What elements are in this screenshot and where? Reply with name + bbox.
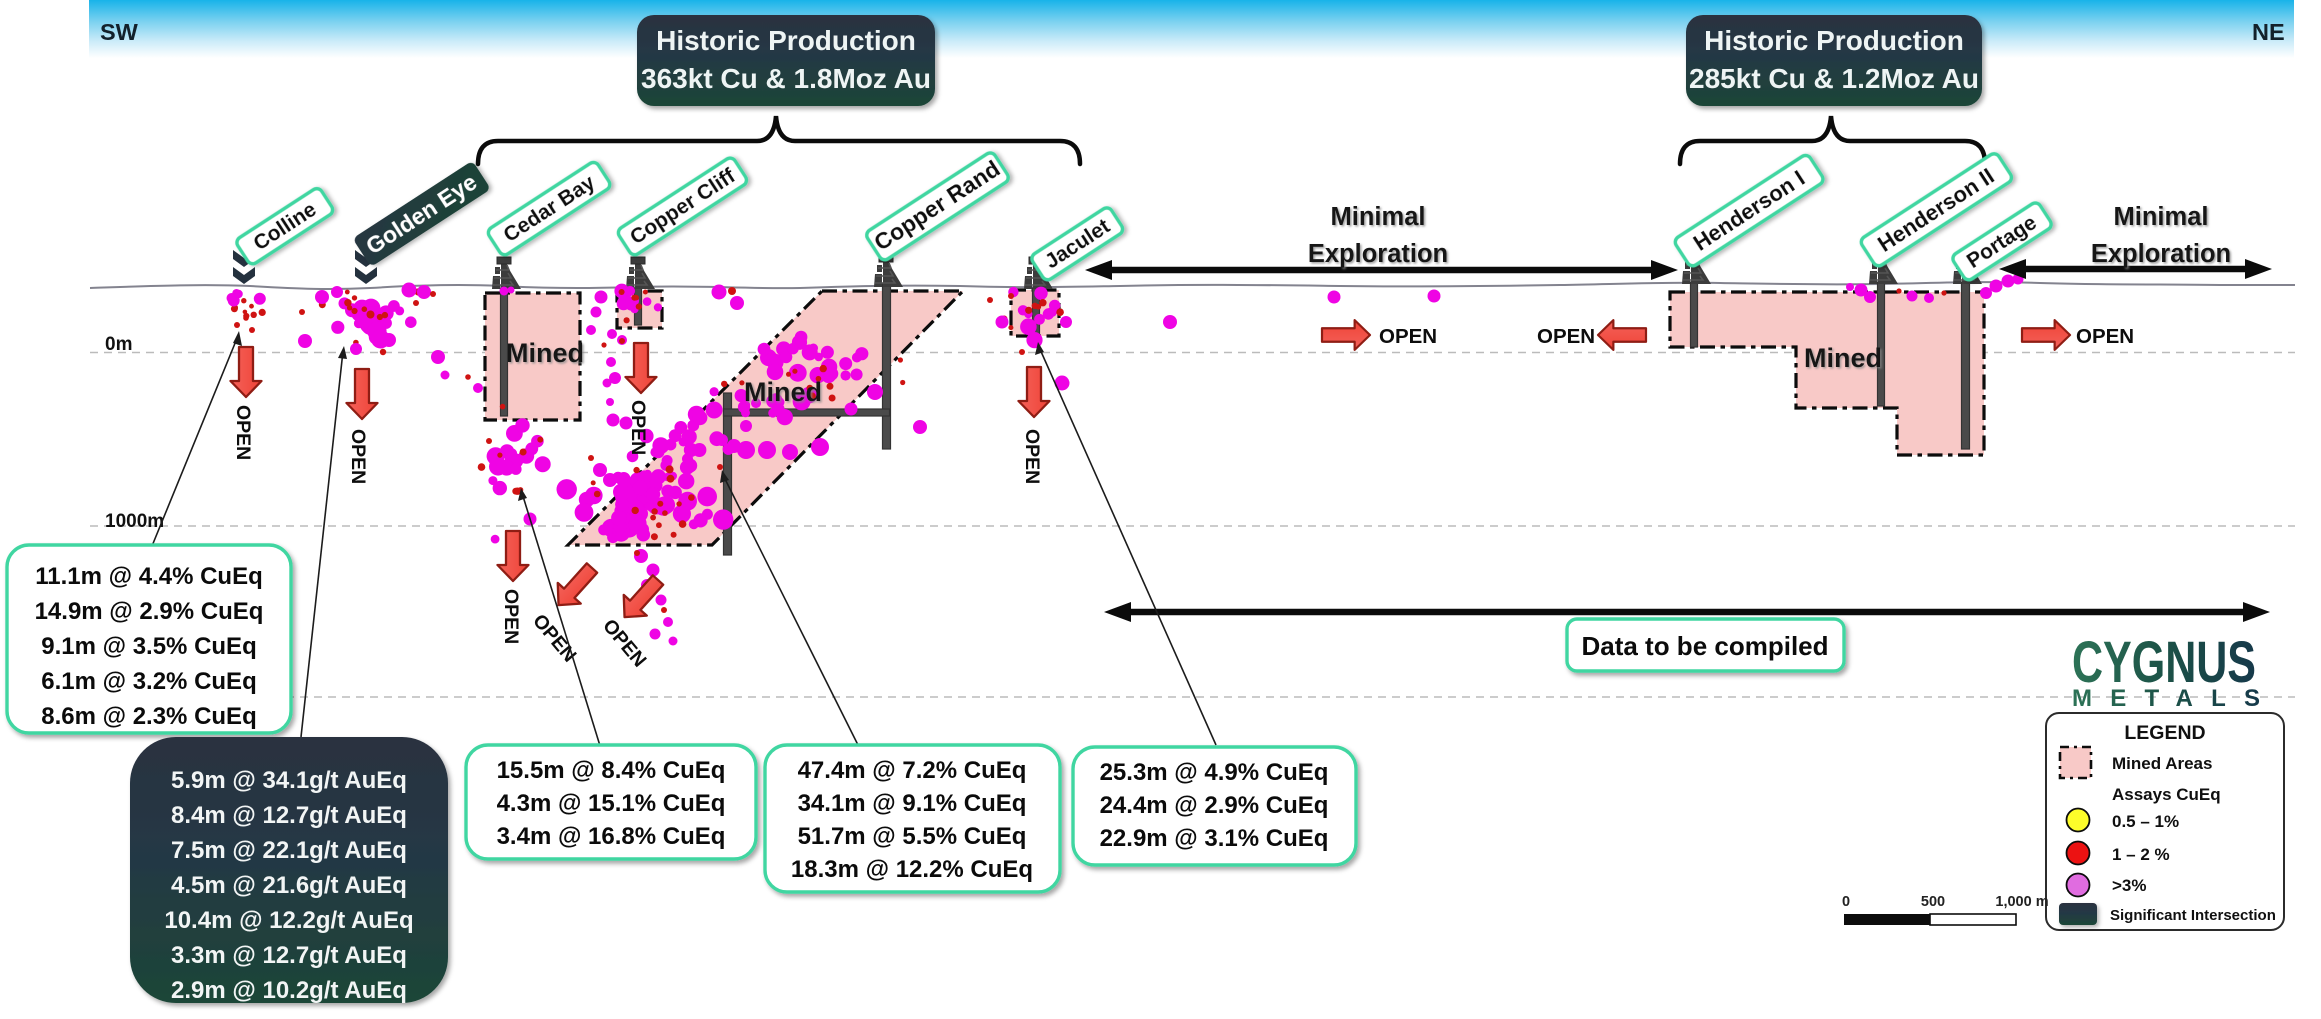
svg-text:3.3m @ 12.7g/t AuEq: 3.3m @ 12.7g/t AuEq [171,942,407,969]
svg-text:0m: 0m [105,334,132,355]
svg-text:2.9m @ 10.2g/t AuEq: 2.9m @ 10.2g/t AuEq [171,977,407,1004]
svg-text:Mined: Mined [744,377,822,407]
svg-text:Cedar Bay: Cedar Bay [500,171,600,247]
svg-text:3.4m @ 16.8% CuEq: 3.4m @ 16.8% CuEq [497,823,726,850]
svg-text:4.3m @ 15.1% CuEq: 4.3m @ 15.1% CuEq [497,790,726,817]
svg-text:4.5m @ 21.6g/t AuEq: 4.5m @ 21.6g/t AuEq [171,872,407,899]
svg-text:0: 0 [1842,894,1850,910]
svg-text:11.1m @ 4.4% CuEq: 11.1m @ 4.4% CuEq [35,563,263,590]
svg-text:OPEN: OPEN [347,429,369,484]
svg-text:Data to be compiled: Data to be compiled [1581,631,1828,661]
svg-text:OPEN: OPEN [598,615,650,671]
svg-text:285kt Cu & 1.2Moz Au: 285kt Cu & 1.2Moz Au [1689,63,1979,94]
svg-text:18.3m @ 12.2% CuEq: 18.3m @ 12.2% CuEq [791,856,1033,883]
svg-text:Assays CuEq: Assays CuEq [2112,785,2221,804]
svg-text:Golden Eye: Golden Eye [361,169,481,260]
svg-text:25.3m @ 4.9% CuEq: 25.3m @ 4.9% CuEq [1100,759,1329,786]
svg-text:500: 500 [1921,894,1945,910]
svg-text:>3%: >3% [2112,876,2147,895]
svg-text:8.4m @ 12.7g/t AuEq: 8.4m @ 12.7g/t AuEq [171,802,407,829]
svg-text:1000m: 1000m [105,511,164,532]
svg-text:OPEN: OPEN [2076,325,2134,348]
svg-text:14.9m @ 2.9% CuEq: 14.9m @ 2.9% CuEq [35,598,264,625]
svg-text:OPEN: OPEN [1537,325,1595,348]
svg-text:Significant Intersection: Significant Intersection [2110,907,2276,924]
svg-text:Minimal: Minimal [1331,203,1426,231]
svg-text:Mined: Mined [506,338,584,368]
svg-text:34.1m @ 9.1% CuEq: 34.1m @ 9.1% CuEq [798,790,1027,817]
svg-text:1 – 2 %: 1 – 2 % [2112,845,2170,864]
svg-text:0.5 – 1%: 0.5 – 1% [2112,812,2179,831]
svg-text:NE: NE [2252,19,2285,45]
svg-text:Copper Cliff: Copper Cliff [626,164,740,249]
svg-text:OPEN: OPEN [500,589,522,644]
svg-text:8.6m @ 2.3% CuEq: 8.6m @ 2.3% CuEq [41,703,256,730]
svg-text:OPEN: OPEN [627,400,649,455]
svg-text:Mined: Mined [1804,343,1882,373]
svg-text:5.9m @ 34.1g/t AuEq: 5.9m @ 34.1g/t AuEq [171,767,407,794]
svg-text:OPEN: OPEN [232,405,254,460]
svg-text:24.4m @ 2.9% CuEq: 24.4m @ 2.9% CuEq [1100,792,1329,819]
svg-text:9.1m @ 3.5% CuEq: 9.1m @ 3.5% CuEq [41,633,256,660]
svg-text:7.5m @ 22.1g/t AuEq: 7.5m @ 22.1g/t AuEq [171,837,407,864]
svg-text:22.9m @ 3.1% CuEq: 22.9m @ 3.1% CuEq [1100,825,1329,852]
svg-text:OPEN: OPEN [1379,325,1437,348]
svg-text:6.1m @ 3.2% CuEq: 6.1m @ 3.2% CuEq [41,668,256,695]
svg-text:LEGEND: LEGEND [2124,722,2205,744]
svg-text:OPEN: OPEN [1021,429,1043,484]
svg-text:Minimal: Minimal [2114,203,2209,231]
svg-text:51.7m @ 5.5% CuEq: 51.7m @ 5.5% CuEq [798,823,1027,850]
svg-text:Historic Production: Historic Production [656,25,916,56]
svg-text:Exploration: Exploration [1308,240,1448,268]
svg-text:1,000 m: 1,000 m [1995,894,2048,910]
svg-text:Exploration: Exploration [2091,240,2231,268]
svg-text:Historic Production: Historic Production [1704,25,1964,56]
svg-text:10.4m @ 12.2g/t AuEq: 10.4m @ 12.2g/t AuEq [164,907,413,934]
svg-text:Mined Areas: Mined Areas [2112,754,2212,773]
svg-text:SW: SW [100,19,139,45]
svg-text:47.4m @ 7.2% CuEq: 47.4m @ 7.2% CuEq [798,757,1027,784]
svg-text:Copper Rand: Copper Rand [869,155,1004,255]
svg-text:363kt Cu & 1.8Moz Au: 363kt Cu & 1.8Moz Au [641,63,931,94]
svg-text:Henderson I: Henderson I [1689,165,1809,255]
svg-text:CYGNUS: CYGNUS [2072,630,2256,695]
svg-text:15.5m @ 8.4% CuEq: 15.5m @ 8.4% CuEq [497,757,726,784]
